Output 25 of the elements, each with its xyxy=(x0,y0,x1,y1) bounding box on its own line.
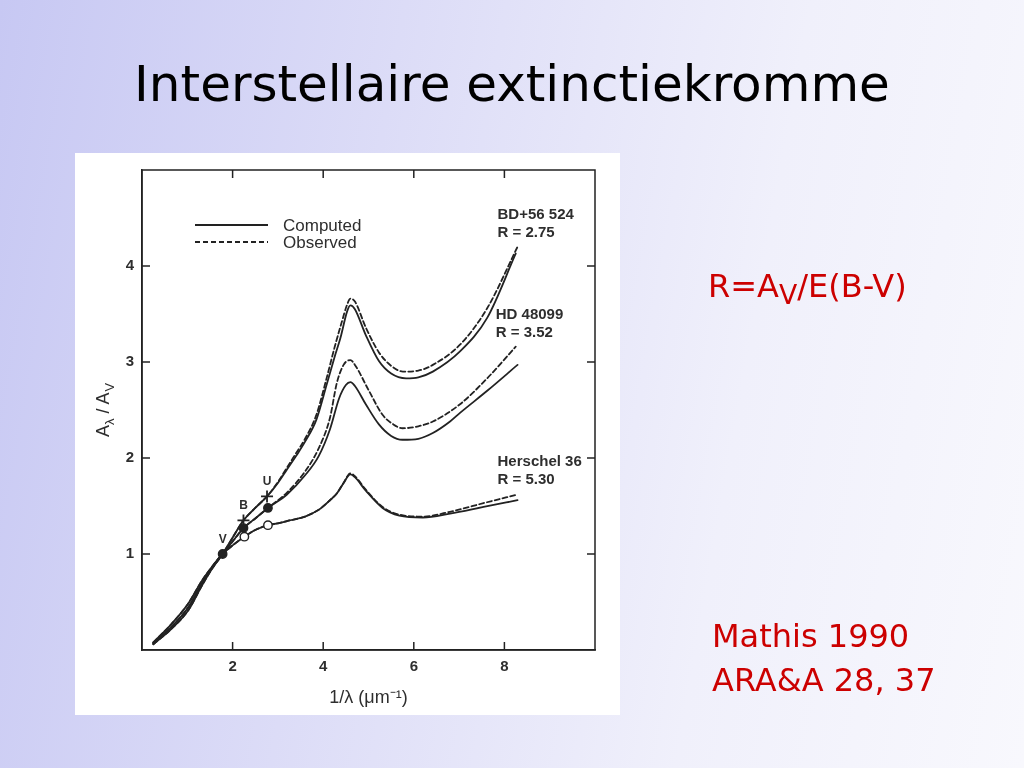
annotation: V xyxy=(218,532,227,546)
legend-label: Computed xyxy=(283,216,362,235)
legend-label: Observed xyxy=(283,233,357,252)
annotation: R = 2.75 xyxy=(497,222,555,240)
annotation: U xyxy=(262,474,272,489)
annotation: R = 3.52 xyxy=(495,322,553,340)
annotation: HD 48099 xyxy=(495,304,564,322)
y-tick-label: 2 xyxy=(125,448,134,466)
text: R=A$_{V}$/E(B-V) xyxy=(708,266,907,313)
y-tick-label: 3 xyxy=(125,352,134,370)
x-tick-label: 2 xyxy=(228,657,237,675)
annotation: Herschel 36 xyxy=(497,452,582,470)
y-axis-title: Aλ / AV xyxy=(93,382,118,438)
text: Mathis 1990 xyxy=(712,616,911,657)
x-tick-label: 8 xyxy=(500,657,509,675)
annotation: B xyxy=(239,498,249,513)
x-axis-title: 1/λ (μm⁻¹) xyxy=(329,687,408,707)
annotation: R = 5.30 xyxy=(497,470,555,488)
y-tick-label: 1 xyxy=(125,544,134,562)
x-tick-label: 4 xyxy=(319,657,329,675)
y-tick-label: 4 xyxy=(125,256,135,274)
chart-title: Interstellaire extinctiekromme xyxy=(133,54,891,114)
annotation: BD+56 524 xyxy=(497,204,575,222)
x-tick-label: 6 xyxy=(409,657,418,675)
text: ARA&A 28, 37 xyxy=(712,660,936,701)
